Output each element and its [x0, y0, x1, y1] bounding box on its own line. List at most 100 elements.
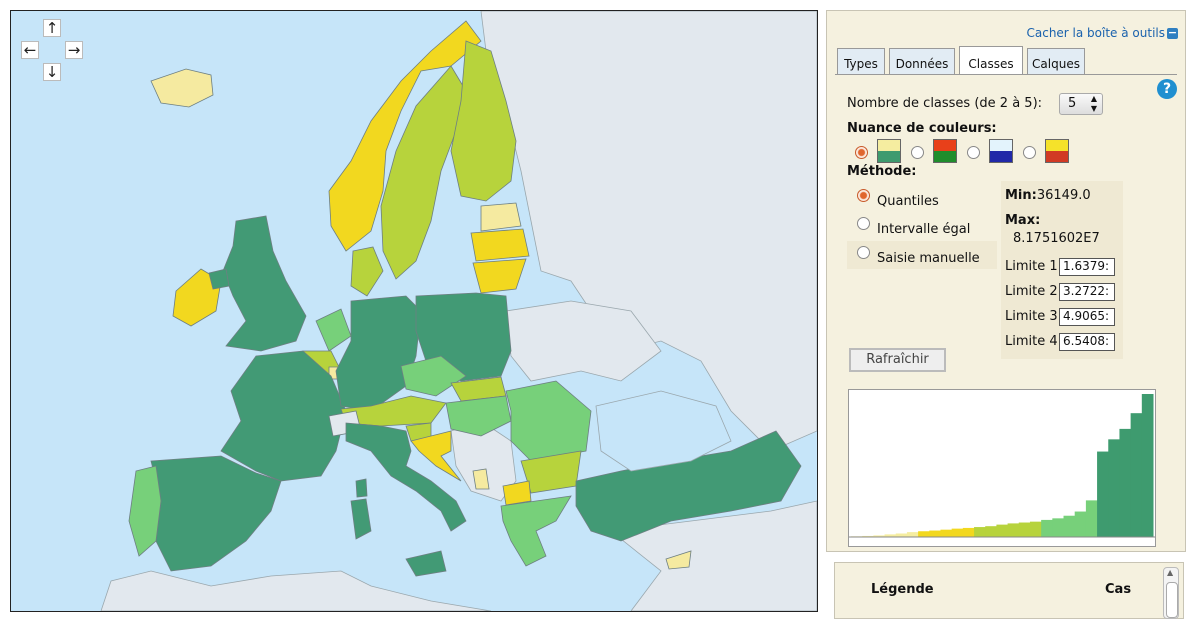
histogram-bar: [996, 524, 1009, 537]
tab-donnees[interactable]: Données: [889, 48, 955, 74]
pan-right-button[interactable]: →: [65, 41, 83, 59]
method-manual-radio[interactable]: [857, 246, 870, 259]
color-shade-swatch-2[interactable]: [933, 139, 957, 163]
land-ukraine: [505, 300, 662, 382]
tab-label: Données: [895, 57, 949, 71]
tab-label: Classes: [968, 57, 1014, 71]
country-lithuania[interactable]: [472, 258, 527, 294]
method-label: Méthode:: [847, 164, 917, 179]
color-shade-swatch-1[interactable]: [877, 139, 901, 163]
country-germany[interactable]: [335, 295, 422, 412]
country-italy[interactable]: [345, 422, 467, 532]
limit-1-input[interactable]: 1.6379:: [1059, 258, 1115, 276]
land-north-africa: [100, 570, 492, 611]
country-united-kingdom[interactable]: [222, 215, 307, 352]
color-shade-swatch-3[interactable]: [989, 139, 1013, 163]
pan-left-button[interactable]: ←: [21, 41, 39, 59]
histogram-bar: [985, 526, 997, 537]
histogram-bar: [962, 527, 975, 537]
max-value: 8.1751602E7: [1013, 231, 1100, 246]
collapse-icon[interactable]: −: [1167, 26, 1178, 39]
classes-count-label: Nombre de classes (de 2 à 5):: [847, 96, 1043, 111]
histogram-bar: [1097, 451, 1109, 537]
country-corsica[interactable]: [355, 478, 368, 498]
max-label: Max:: [1005, 213, 1041, 228]
country-montenegro[interactable]: [472, 468, 490, 490]
histogram-bar: [862, 535, 874, 537]
country-france[interactable]: [220, 350, 347, 482]
method-equal-interval-label: Intervalle égal: [877, 222, 971, 237]
color-shade-swatch-4[interactable]: [1045, 139, 1069, 163]
country-estonia[interactable]: [480, 202, 522, 232]
legend-scrollbar[interactable]: ▲: [1163, 567, 1179, 619]
method-quantiles-label: Quantiles: [877, 194, 939, 209]
europe-choropleth-map[interactable]: [11, 11, 817, 611]
histogram-bar: [1029, 521, 1042, 537]
stepper-up-icon[interactable]: ▲: [1090, 94, 1097, 103]
country-croatia[interactable]: [410, 430, 462, 482]
histogram-bar: [1074, 511, 1087, 537]
classes-count-stepper[interactable]: 5 ▲ ▼: [1059, 93, 1103, 115]
color-shade-radio-3[interactable]: [967, 146, 980, 159]
legend-panel: Légende Cas ▲: [834, 562, 1184, 619]
histogram-bar: [1085, 500, 1098, 537]
limit-2-input[interactable]: 3.2722:: [1059, 283, 1115, 301]
toolbox-panel: Cacher la boîte à outils − Types Données…: [826, 10, 1186, 552]
pan-up-button[interactable]: ↑: [43, 19, 61, 37]
legend-title: Légende: [871, 582, 934, 597]
min-label: Min:: [1005, 188, 1037, 203]
country-finland[interactable]: [450, 40, 517, 202]
help-icon[interactable]: ?: [1157, 79, 1177, 99]
method-quantiles-radio[interactable]: [857, 189, 870, 202]
country-cyprus[interactable]: [665, 550, 692, 570]
limit-3-input[interactable]: 4.9065:: [1059, 308, 1115, 326]
tab-classes[interactable]: Classes: [959, 46, 1023, 74]
classes-count-value: 5: [1068, 96, 1077, 111]
limit-1-label: Limite 1:: [1005, 259, 1063, 274]
histogram-bar: [884, 534, 897, 537]
scroll-thumb[interactable]: [1166, 582, 1178, 618]
color-shade-radio-4[interactable]: [1023, 146, 1036, 159]
histogram-bar: [1018, 522, 1031, 537]
country-sardinia[interactable]: [350, 498, 372, 540]
scroll-up-icon[interactable]: ▲: [1167, 568, 1174, 577]
tab-calques[interactable]: Calques: [1027, 48, 1085, 74]
country-latvia[interactable]: [470, 228, 530, 262]
country-hungary[interactable]: [445, 395, 512, 437]
country-iceland[interactable]: [150, 68, 214, 108]
country-ireland[interactable]: [172, 268, 222, 327]
histogram-bar: [873, 535, 886, 537]
histogram-bar: [1119, 428, 1132, 537]
hide-toolbox-link[interactable]: Cacher la boîte à outils: [1026, 26, 1165, 40]
map-view[interactable]: ↑ ← → ↓: [10, 10, 818, 612]
histogram-bar: [974, 527, 986, 537]
country-denmark[interactable]: [350, 246, 384, 297]
method-equal-interval-radio[interactable]: [857, 217, 870, 230]
tab-types[interactable]: Types: [837, 48, 885, 74]
histogram-bar: [1130, 413, 1143, 537]
refresh-button[interactable]: Rafraîchir: [849, 348, 946, 372]
stepper-down-icon[interactable]: ▼: [1090, 104, 1097, 113]
pan-down-button[interactable]: ↓: [43, 63, 61, 81]
country-greece[interactable]: [500, 495, 572, 567]
histogram-bar: [895, 533, 908, 537]
country-norway[interactable]: [328, 20, 482, 252]
histogram-bar: [1041, 519, 1053, 537]
country-sicily[interactable]: [405, 550, 447, 577]
histogram-bar: [906, 532, 919, 537]
color-shade-radio-2[interactable]: [911, 146, 924, 159]
min-value: 36149.0: [1036, 188, 1091, 203]
country-netherlands[interactable]: [315, 308, 352, 352]
histogram-bar: [1108, 439, 1120, 537]
color-shade-label: Nuance de couleurs:: [847, 121, 997, 136]
country-romania[interactable]: [505, 380, 592, 462]
limit-4-input[interactable]: 6.5408:: [1059, 333, 1115, 351]
country-portugal[interactable]: [128, 465, 162, 557]
histogram-bar: [929, 530, 941, 537]
tab-label: Calques: [1032, 57, 1080, 71]
black-sea: [595, 390, 732, 472]
country-northern-ireland[interactable]: [208, 268, 230, 290]
color-shade-radio-1[interactable]: [855, 146, 868, 159]
country-fyrom[interactable]: [502, 480, 532, 506]
country-czechia[interactable]: [400, 355, 467, 397]
